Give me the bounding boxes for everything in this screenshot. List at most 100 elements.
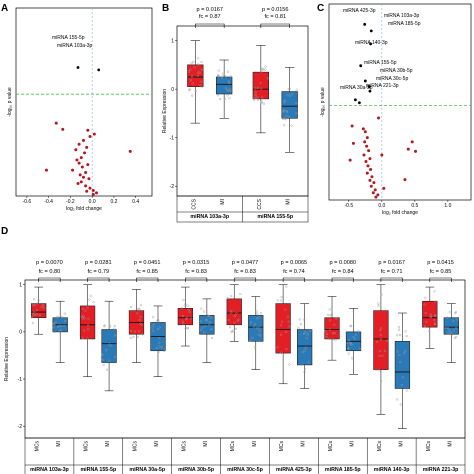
jitter-point xyxy=(82,307,85,310)
x-tick-label: 0.0 xyxy=(89,199,96,205)
jitter-point xyxy=(264,65,267,68)
jitter-point xyxy=(254,96,258,99)
jitter-point xyxy=(281,320,284,323)
jitter-point xyxy=(396,334,399,337)
data-point xyxy=(368,178,372,182)
jitter-point xyxy=(446,327,450,330)
jitter-point xyxy=(180,307,184,310)
jitter-point xyxy=(200,307,203,310)
x-tick-label: -0.5 xyxy=(345,203,354,209)
jitter-point xyxy=(256,96,259,99)
x-tick-label: 0.2 xyxy=(110,199,117,205)
jitter-point xyxy=(226,88,229,91)
group-label: miRNA 140-3p xyxy=(374,467,410,473)
jitter-point xyxy=(37,299,40,302)
data-point xyxy=(363,140,367,144)
jitter-point xyxy=(396,350,399,353)
labeled-point xyxy=(363,22,367,26)
significance-bracket xyxy=(195,23,225,28)
jitter-point xyxy=(193,66,196,69)
jitter-point xyxy=(187,308,190,312)
p-value-label: p = 0.0167 xyxy=(196,7,223,13)
jitter-point xyxy=(217,69,220,72)
jitter-point xyxy=(433,290,436,293)
jitter-point xyxy=(385,339,388,342)
jitter-point xyxy=(276,299,279,302)
jitter-point xyxy=(378,349,381,353)
jitter-point xyxy=(350,325,353,328)
jitter-point xyxy=(199,328,203,332)
jitter-point xyxy=(189,88,192,91)
jitter-point xyxy=(288,325,291,328)
jitter-point xyxy=(324,330,327,333)
significance-bracket xyxy=(260,23,290,28)
data-point xyxy=(91,192,95,196)
jitter-point xyxy=(328,319,332,322)
p-value-label: p = 0.0451 xyxy=(134,260,161,266)
labeled-point xyxy=(369,42,373,46)
jitter-point xyxy=(56,325,60,329)
data-point xyxy=(368,157,372,161)
jitter-point xyxy=(379,338,383,341)
y-axis-label: -log₁₀ p value xyxy=(320,87,326,117)
jitter-point xyxy=(157,320,160,323)
data-point xyxy=(87,177,91,181)
jitter-point xyxy=(186,304,189,307)
data-point xyxy=(84,184,88,188)
jitter-point xyxy=(290,124,293,127)
point-annotation: miRNA 155-5p xyxy=(364,60,397,66)
x-tick-label: 0.4 xyxy=(132,199,139,205)
jitter-point xyxy=(228,326,232,329)
jitter-point xyxy=(87,317,90,320)
jitter-point xyxy=(456,318,459,321)
jitter-point xyxy=(199,320,203,323)
jitter-point xyxy=(155,346,158,350)
data-point xyxy=(403,178,407,182)
jitter-point xyxy=(152,316,155,319)
x-tick-label: -0.6 xyxy=(23,199,32,205)
jitter-point xyxy=(286,93,289,97)
data-point xyxy=(373,188,377,192)
jitter-point xyxy=(325,336,328,339)
data-point xyxy=(91,189,95,193)
fold-change-label: fc = 0.71 xyxy=(381,269,403,275)
jitter-point xyxy=(140,323,143,326)
jitter-point xyxy=(158,341,161,344)
jitter-point xyxy=(235,312,238,315)
jitter-point xyxy=(328,328,331,331)
jitter-point xyxy=(54,321,57,324)
jitter-point xyxy=(280,351,283,354)
jitter-point xyxy=(190,62,193,65)
jitter-point xyxy=(189,317,192,320)
jitter-point xyxy=(333,323,336,326)
jitter-point xyxy=(248,339,252,342)
jitter-point xyxy=(196,74,199,77)
jitter-point xyxy=(253,96,256,99)
jitter-point xyxy=(36,302,39,305)
data-point xyxy=(369,168,373,172)
jitter-point xyxy=(262,102,266,105)
jitter-point xyxy=(328,337,331,340)
box xyxy=(79,305,96,340)
box xyxy=(297,329,313,366)
data-point xyxy=(362,153,366,157)
jitter-point xyxy=(207,314,211,318)
jitter-point xyxy=(288,363,291,366)
jitter-point xyxy=(403,350,407,353)
fold-change-label: fc = 0.85 xyxy=(136,269,158,275)
jitter-point xyxy=(446,316,449,319)
x-tick-label: -0.4 xyxy=(44,199,53,205)
jitter-point xyxy=(129,336,132,339)
data-point xyxy=(365,136,369,140)
point-annotation: miRNA 103a-3p xyxy=(57,43,93,49)
jitter-point xyxy=(358,347,361,350)
data-point xyxy=(371,191,375,195)
data-point xyxy=(377,116,381,120)
jitter-point xyxy=(303,367,307,370)
jitter-point xyxy=(258,329,261,332)
group-label: miRNA 103a-3p xyxy=(190,214,229,220)
jitter-point xyxy=(256,326,259,330)
jitter-point xyxy=(202,310,206,313)
jitter-point xyxy=(434,314,437,317)
data-point xyxy=(85,145,89,149)
